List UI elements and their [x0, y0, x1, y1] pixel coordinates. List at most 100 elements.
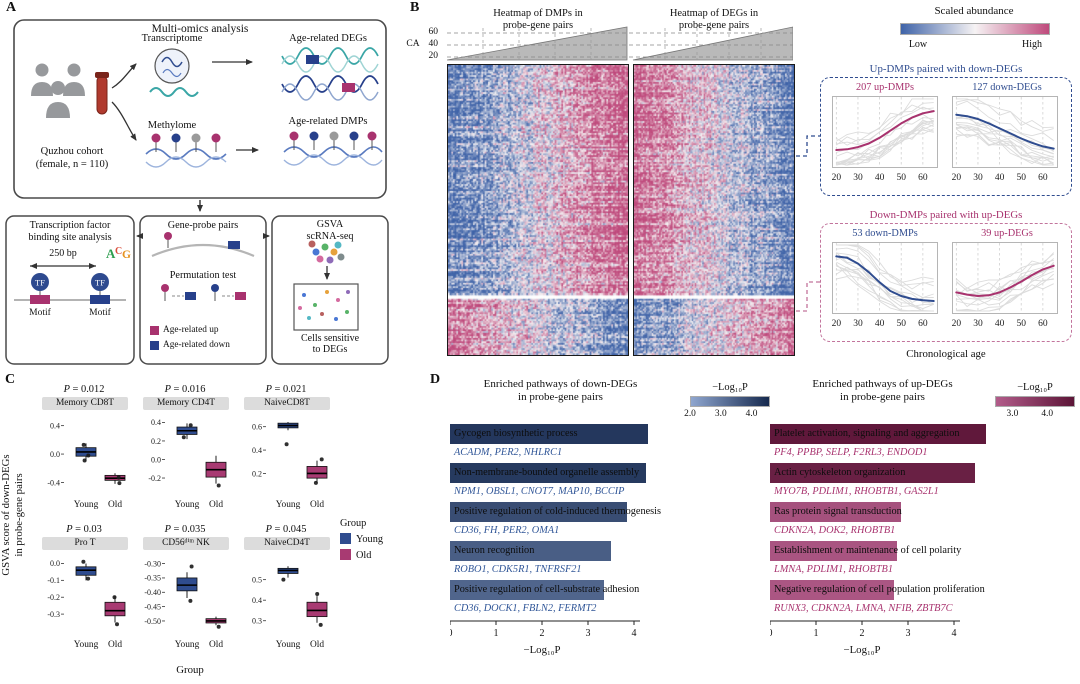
pathway-name: Positive regulation of cold-induced ther…	[454, 506, 662, 517]
svg-text:2: 2	[860, 628, 865, 639]
x-tick-labels: Young Old	[137, 640, 233, 654]
tf-box-outline	[5, 215, 135, 365]
pathway-bar	[770, 463, 975, 483]
x-tick-labels: Young Old	[36, 500, 132, 514]
svg-text:0.5: 0.5	[252, 575, 262, 584]
legend-down-label: Age-related down	[163, 340, 230, 350]
tf-binding-graphic: A C G TF TF	[14, 246, 131, 304]
degs-label: Age-related DEGs	[289, 33, 367, 44]
svg-text:30: 30	[853, 319, 863, 328]
svg-text:20: 20	[952, 319, 961, 328]
pathway-genes: CDKN2A, DOK2, RHOBTB1	[774, 525, 896, 536]
ca-axis-label: CA	[406, 39, 420, 49]
panel-a-graphics: A C G TF TF	[5, 19, 389, 365]
gene-probe-box-outline	[139, 215, 267, 365]
p-value: P = 0.035	[164, 524, 206, 535]
transcriptome-label: Transcriptome	[141, 33, 203, 44]
permutation-label: Permutation test	[169, 270, 237, 281]
svg-text:3: 3	[906, 628, 911, 639]
multiomics-box-outline	[13, 19, 387, 199]
cells-sensitive-label: Cells sensitive	[300, 333, 360, 344]
pathway-name: Positive regulation of cell-substrate ad…	[454, 584, 640, 595]
pathway-chart-up: Platelet activation, signaling and aggre…	[770, 424, 1016, 664]
down-x-axis-title: −Log₁₀P	[523, 644, 561, 656]
tf-box-title: Transcription factor	[29, 220, 111, 231]
blood-tube-icon	[95, 72, 109, 115]
heatmap-dmps	[447, 64, 629, 356]
age-curve-1: 20 30 40 50 60	[952, 96, 1058, 182]
p-value: P = 0.021	[265, 384, 307, 395]
age-curve-label-0: 207 up-DMPs	[855, 82, 915, 93]
down-pathways-title-2: in probe-gene pairs	[518, 391, 603, 403]
bar-x-axis: 0 1 2 3 4	[770, 620, 960, 639]
deg-heatmap-title: Heatmap of DEGs in	[669, 8, 759, 19]
gsva-label: GSVA	[316, 219, 344, 230]
dmp-icon	[283, 131, 383, 166]
svg-text:-0.30: -0.30	[144, 559, 161, 568]
svg-text:0: 0	[770, 628, 773, 639]
svg-text:-0.1: -0.1	[47, 576, 60, 585]
dmp-heatmap-title: Heatmap of DMPs in	[493, 8, 583, 19]
cohort-name: Quzhou cohort	[40, 146, 104, 157]
ca-tick-40: 40	[428, 39, 439, 49]
svg-text:0: 0	[450, 628, 453, 639]
legend-down-swatch	[150, 341, 159, 350]
svg-text:30: 30	[973, 319, 983, 328]
pathway-genes: ACADM, PER2, NHLRC1	[454, 447, 563, 458]
p-value: P = 0.045	[265, 524, 307, 535]
dmps-label: Age-related DMPs	[288, 116, 368, 127]
colorbar-tick: 4.0	[1041, 409, 1054, 419]
logo-letter-c: C	[115, 246, 122, 257]
colorbar-title-up: −Log₁₀P	[1017, 382, 1053, 393]
pathway-name: Negative regulation of cell population p…	[774, 584, 985, 595]
svg-text:60: 60	[918, 319, 928, 328]
c-legend-young: Young	[356, 534, 383, 545]
age-curve-0: 20 30 40 50 60	[832, 96, 938, 182]
gene-probe-title: Gene-probe pairs	[167, 220, 239, 231]
motif-label: Motif	[89, 308, 111, 318]
tf-circle-icon	[31, 273, 49, 291]
x-tick-label: Old	[107, 640, 123, 650]
svg-text:20: 20	[952, 173, 961, 182]
abundance-title: Scaled abundance	[934, 5, 1014, 17]
x-tick-label: Young	[73, 500, 99, 510]
scrnaseq-label: scRNA-seq	[306, 231, 354, 242]
facet-label: NaiveCD8T	[244, 397, 330, 410]
methylome-icon	[145, 133, 227, 168]
colorbar-tick: 3.0	[714, 409, 727, 419]
arrow-to-methylome	[111, 101, 137, 141]
c-axis-title: GSVA score of down-DEGs in probe-gene pa…	[0, 415, 30, 615]
tf-label: TF	[35, 278, 45, 288]
colorbar-gradient-up	[995, 396, 1075, 407]
tf-box-title-2: binding site analysis	[28, 232, 112, 243]
svg-text:0.0: 0.0	[50, 450, 60, 459]
age-curve-3: 20 30 40 50 60	[952, 242, 1058, 328]
boxplot-grid: P = 0.012 Memory CD8T 0.4 0.0 -0.4 Young Old P …	[36, 384, 336, 664]
svg-text:0.0: 0.0	[50, 559, 60, 568]
legend-swatch-young	[340, 533, 351, 544]
facet-label: Memory CD8T	[42, 397, 128, 410]
panel-d-label: D	[430, 372, 441, 387]
pathway-bar	[770, 424, 987, 444]
x-tick-label: Old	[309, 500, 325, 510]
boxplot-0: P = 0.012 Memory CD8T 0.4 0.0 -0.4 Young Old	[36, 384, 132, 522]
svg-text:40: 40	[995, 319, 1005, 328]
cells-sensitive-label-2: to DEGs	[312, 344, 348, 355]
pathway-genes: MYO7B, PDLIM1, RHOBTB1, GAS2L1	[774, 486, 939, 497]
heatmap-connectors	[796, 135, 820, 312]
c-x-axis-title: Group	[176, 664, 204, 676]
pathway-bar	[770, 502, 902, 522]
up-x-axis-title: −Log₁₀P	[843, 644, 881, 656]
x-tick-labels: Young Old	[36, 640, 132, 654]
svg-text:-0.45: -0.45	[144, 602, 161, 611]
svg-text:0.2: 0.2	[252, 469, 262, 478]
x-tick-label: Young	[275, 640, 301, 650]
panel-a-label: A	[6, 0, 17, 15]
svg-text:0.2: 0.2	[151, 437, 161, 446]
colorbar-gradient-down	[690, 396, 770, 407]
pathway-name: Gycogen biosynthetic process	[454, 428, 578, 439]
facet-label: Memory CD4T	[143, 397, 229, 410]
svg-text:0.4: 0.4	[252, 446, 262, 455]
boxplot-svg: 0.6 0.4 0.2	[252, 422, 328, 485]
ca-tick-20: 20	[428, 51, 439, 61]
